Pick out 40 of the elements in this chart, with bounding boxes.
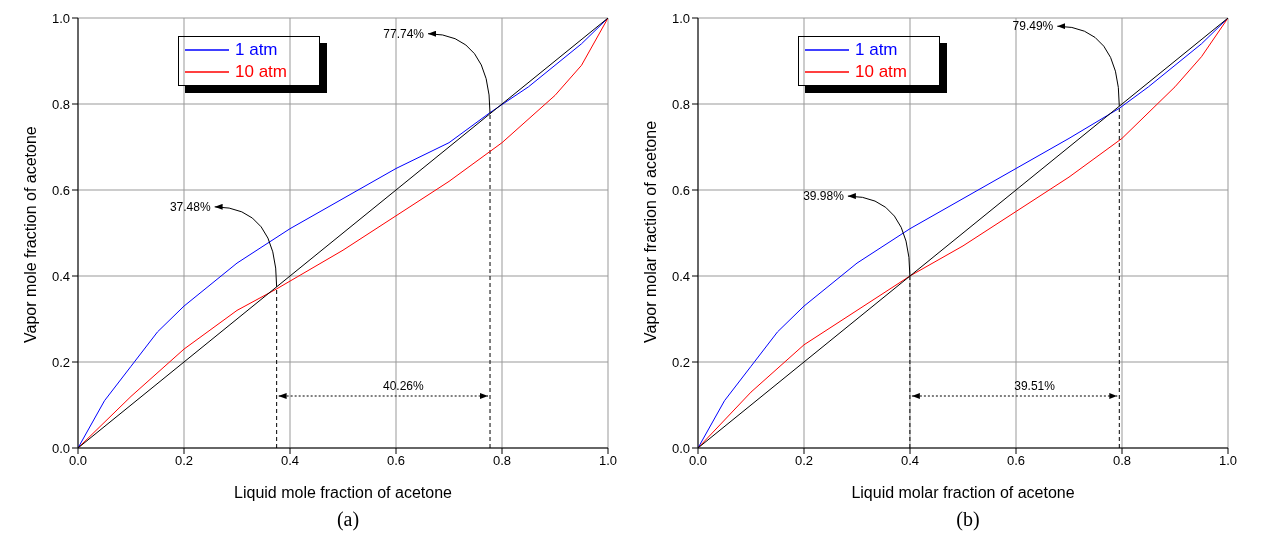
annotation: 37.48%: [169, 199, 211, 214]
y-tick-label: 0.4: [671, 268, 690, 284]
x-axis-title: Liquid molar fraction of acetone: [851, 484, 1075, 501]
legend-label: 10 atm: [855, 62, 907, 82]
annotation: 39.51%: [1014, 379, 1056, 393]
x-tick-label: 1.0: [1218, 453, 1238, 469]
y-tick-label: 0.6: [51, 182, 70, 198]
y-tick-label: 0.8: [51, 96, 70, 112]
y-tick-label: 0.2: [51, 354, 70, 370]
annotation: 39.98%: [803, 189, 845, 204]
y-tick-label: 0.0: [51, 440, 70, 456]
text: (b): [955, 508, 981, 531]
x-tick-label: 0.0: [68, 453, 88, 469]
x-tick-label: 0.6: [1006, 453, 1026, 469]
x-tick-label: 0.8: [1112, 453, 1132, 469]
x-tick-label: 0.0: [688, 453, 708, 469]
x-tick-label: 0.4: [900, 453, 920, 469]
legend-label: 1 atm: [235, 40, 278, 60]
y-tick-label: 0.2: [671, 354, 690, 370]
x-tick-label: 1.0: [598, 453, 618, 469]
annotation: 77.74%: [383, 26, 425, 41]
x-tick-label: 0.4: [280, 453, 300, 469]
text: (a): [335, 508, 361, 531]
x-tick-label: 0.2: [794, 453, 814, 469]
legend-label: 10 atm: [235, 62, 287, 82]
y-tick-label: 0.4: [51, 268, 70, 284]
x-tick-label: 0.6: [386, 453, 406, 469]
y-tick-label: 1.0: [671, 10, 690, 26]
y-tick-label: 0.0: [671, 440, 690, 456]
x-axis-title: Liquid mole fraction of acetone: [234, 484, 453, 501]
y-axis-title: Vapor mole fraction of acetone: [21, 126, 39, 343]
y-tick-label: 0.6: [671, 182, 690, 198]
x-tick-label: 0.2: [174, 453, 194, 469]
legend-label: 1 atm: [855, 40, 898, 60]
x-tick-label: 0.8: [492, 453, 512, 469]
annotation: 40.26%: [382, 379, 425, 393]
y-tick-label: 0.8: [671, 96, 690, 112]
y-axis-title: Vapor molar fraction of acetone: [641, 120, 659, 343]
annotation: 79.49%: [1012, 19, 1054, 34]
y-tick-label: 1.0: [51, 10, 70, 26]
